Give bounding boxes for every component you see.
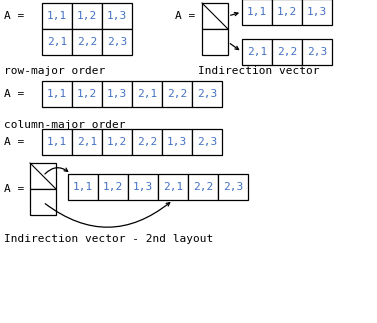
Bar	[42, 81, 72, 107]
Bar	[128, 174, 158, 200]
Text: 2,2: 2,2	[137, 137, 157, 147]
Bar	[162, 81, 192, 107]
Bar	[132, 129, 162, 155]
Text: 1,1: 1,1	[247, 7, 267, 17]
Text: 1,3: 1,3	[107, 11, 127, 21]
Bar	[188, 174, 218, 200]
Bar	[30, 189, 56, 215]
Bar	[162, 129, 192, 155]
Text: 2,3: 2,3	[307, 47, 327, 57]
Text: A =: A =	[4, 89, 24, 99]
Text: A =: A =	[4, 184, 24, 194]
Bar	[72, 81, 102, 107]
Text: 1,3: 1,3	[167, 137, 187, 147]
Bar	[72, 129, 102, 155]
Text: column-major order: column-major order	[4, 120, 126, 130]
Bar	[42, 29, 72, 55]
Text: 2,2: 2,2	[167, 89, 187, 99]
Bar	[272, 39, 302, 65]
Bar	[102, 3, 132, 29]
Bar	[192, 81, 222, 107]
Text: row-major order: row-major order	[4, 66, 105, 76]
Bar	[102, 81, 132, 107]
Bar	[42, 129, 72, 155]
Bar	[42, 3, 72, 29]
Bar	[218, 174, 248, 200]
Text: Indirection vector - 2nd layout: Indirection vector - 2nd layout	[4, 234, 213, 244]
Bar	[132, 81, 162, 107]
Bar	[68, 174, 98, 200]
Bar	[302, 39, 332, 65]
Text: 2,2: 2,2	[277, 47, 297, 57]
Bar	[302, 0, 332, 25]
Text: 2,3: 2,3	[197, 89, 217, 99]
Bar	[98, 174, 128, 200]
Text: 1,3: 1,3	[107, 89, 127, 99]
Text: 2,3: 2,3	[107, 37, 127, 47]
Text: 2,1: 2,1	[137, 89, 157, 99]
Text: 2,1: 2,1	[77, 137, 97, 147]
Bar	[102, 129, 132, 155]
Text: 1,3: 1,3	[133, 182, 153, 192]
Bar	[72, 3, 102, 29]
Bar	[202, 29, 228, 55]
Text: 2,1: 2,1	[47, 37, 67, 47]
Text: 1,3: 1,3	[307, 7, 327, 17]
Bar	[72, 29, 102, 55]
Text: 2,3: 2,3	[197, 137, 217, 147]
Text: 2,2: 2,2	[193, 182, 213, 192]
Text: 1,1: 1,1	[73, 182, 93, 192]
Text: Indirection vector: Indirection vector	[198, 66, 319, 76]
Text: A =: A =	[175, 11, 195, 21]
Text: 1,2: 1,2	[77, 89, 97, 99]
Text: 1,2: 1,2	[277, 7, 297, 17]
Bar	[242, 0, 272, 25]
Bar	[30, 163, 56, 189]
Text: 2,1: 2,1	[163, 182, 183, 192]
Text: 1,1: 1,1	[47, 137, 67, 147]
Text: 2,2: 2,2	[77, 37, 97, 47]
Text: 1,1: 1,1	[47, 89, 67, 99]
Text: 2,1: 2,1	[247, 47, 267, 57]
Text: A =: A =	[4, 11, 24, 21]
Bar	[242, 39, 272, 65]
Text: A =: A =	[4, 137, 24, 147]
Bar	[158, 174, 188, 200]
Text: 1,2: 1,2	[103, 182, 123, 192]
Text: 1,1: 1,1	[47, 11, 67, 21]
Text: 2,3: 2,3	[223, 182, 243, 192]
Bar	[202, 3, 228, 29]
Text: 1,2: 1,2	[107, 137, 127, 147]
Bar	[192, 129, 222, 155]
Bar	[102, 29, 132, 55]
Text: 1,2: 1,2	[77, 11, 97, 21]
Bar	[272, 0, 302, 25]
